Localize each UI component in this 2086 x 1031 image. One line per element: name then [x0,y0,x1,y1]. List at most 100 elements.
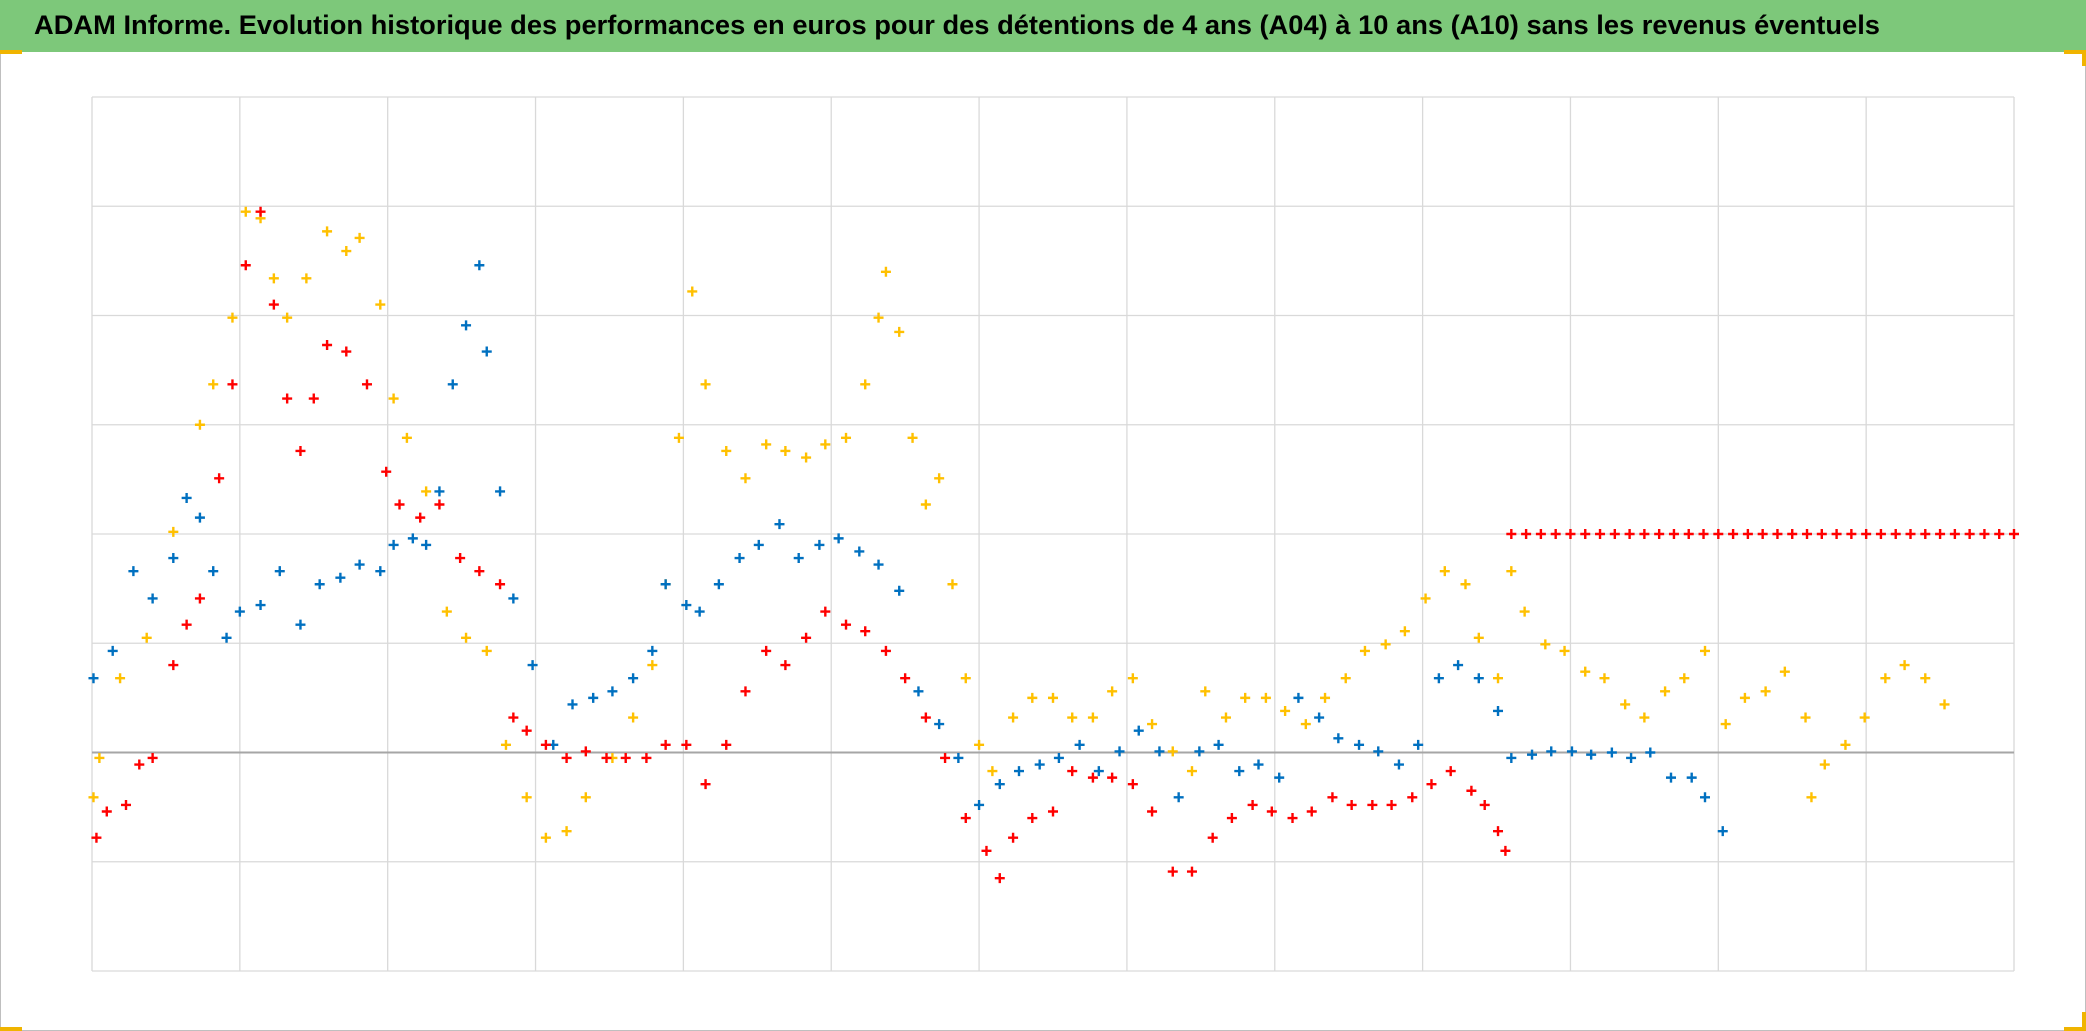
plus-marker [1413,739,1424,750]
plus-marker [1466,785,1477,796]
plus-marker [91,832,102,843]
plus-marker [1186,766,1197,777]
plus-marker [1905,529,1916,539]
plus-marker [1521,529,1532,539]
plus-marker [814,539,825,550]
plus-marker [960,813,971,824]
plus-marker [880,645,891,656]
plus-marker [474,260,485,271]
plus-marker [981,845,992,856]
plus-marker [240,260,251,271]
corner-mark [0,50,22,54]
plus-marker [1700,792,1710,803]
plus-marker [282,312,293,323]
plus-marker [1720,719,1731,730]
plus-marker [1609,529,1620,539]
plus-marker [1253,759,1264,770]
plus-marker [841,432,852,443]
plus-marker [953,752,964,763]
plus-marker [700,379,711,390]
plus-marker [407,533,418,544]
plus-marker [1540,639,1551,650]
plus-marker [227,379,238,390]
plus-marker [1473,632,1484,643]
plus-marker [274,566,285,577]
plus-marker [1287,813,1298,824]
plus-marker [1340,673,1351,684]
plus-marker [854,546,865,557]
plus-marker [208,379,219,390]
plus-marker [295,619,306,630]
plus-marker [1654,529,1665,539]
plus-marker [508,593,519,604]
plus-marker [1550,529,1561,539]
plus-marker [1624,529,1635,539]
plus-marker [1274,772,1285,783]
plus-marker [913,686,924,697]
plus-marker [740,473,751,484]
plus-marker [1639,529,1650,539]
plus-marker [194,593,205,604]
plus-marker [1479,799,1490,810]
plus-marker [1717,826,1728,837]
plus-marker [694,606,705,617]
plus-marker [521,725,532,736]
plus-marker [194,419,205,430]
plus-marker [900,673,911,684]
plus-marker [168,660,179,671]
plus-marker [107,645,118,656]
plus-marker [920,712,931,723]
plus-marker [295,445,306,456]
plus-marker [88,792,99,803]
plus-marker [381,466,392,477]
plus-marker [974,739,985,750]
plus-marker [628,673,639,684]
plus-marker [1595,529,1606,539]
plus-marker [1683,529,1694,539]
plus-marker [1200,686,1211,697]
plus-marker [1660,686,1671,697]
plus-marker [495,486,506,497]
plus-marker [495,579,506,590]
plus-marker [421,486,432,497]
plus-marker [141,632,152,643]
plus-marker [647,645,658,656]
plus-marker [1620,699,1631,710]
plus-marker [860,379,871,390]
plus-marker [873,312,884,323]
plus-marker [540,832,551,843]
plus-marker [1546,746,1557,757]
plus-marker [194,512,205,523]
plus-marker [461,320,472,331]
plot-marks [88,206,2019,884]
plus-marker [1880,673,1891,684]
plus-marker [1393,759,1404,770]
plus-marker [322,339,333,350]
plus-marker [1599,673,1610,684]
plus-marker [1333,733,1344,744]
plus-marker [1067,712,1078,723]
plus-marker [461,632,472,643]
plus-marker [415,512,426,523]
plus-marker [673,432,684,443]
plus-marker [1167,866,1178,877]
plus-marker [1027,813,1038,824]
plus-marker [1147,719,1158,730]
plus-marker [1373,746,1384,757]
plus-marker [601,752,612,763]
plus-marker [1806,792,1817,803]
plus-marker [607,686,618,697]
plus-marker [388,393,399,404]
plus-marker [1127,673,1138,684]
plus-marker [681,600,692,611]
plus-marker [1093,766,1104,777]
plus-marker [907,432,918,443]
plus-marker [1586,749,1597,760]
plus-marker [168,553,179,564]
plus-marker [1147,806,1158,817]
plus-marker [780,660,791,671]
plus-marker [1566,746,1577,757]
plus-marker [1994,529,2005,539]
plus-marker [134,759,145,770]
plus-marker [947,579,958,590]
